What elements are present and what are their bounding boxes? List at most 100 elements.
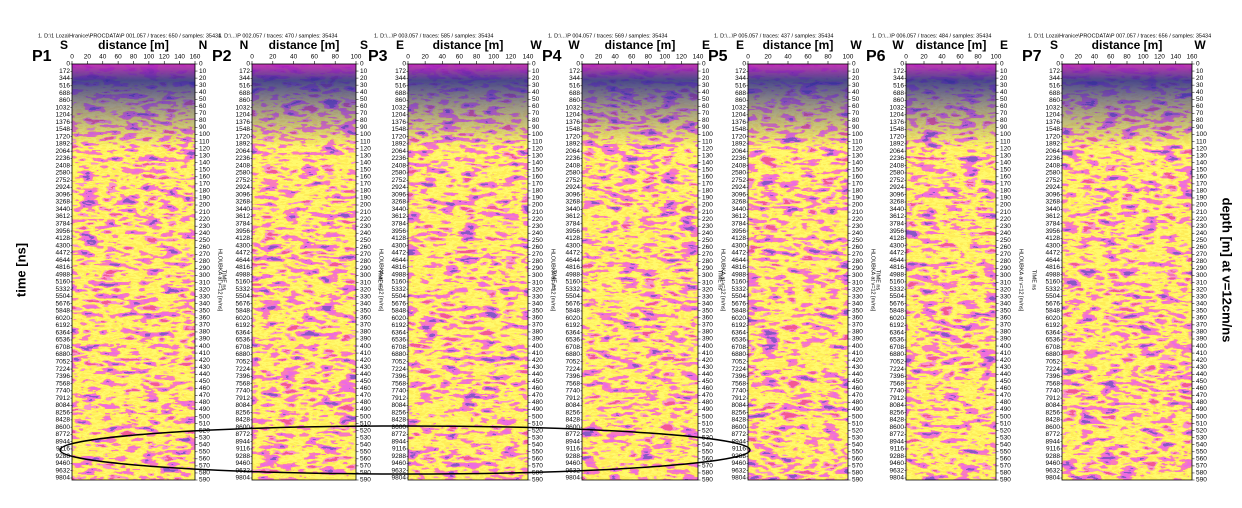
time-tick-label: 3956 [1046, 228, 1061, 235]
depth-tick-label: 320 [1196, 286, 1207, 293]
time-tick-label: 7052 [566, 359, 581, 366]
time-tick-label: 688 [59, 90, 70, 97]
time-tick-label: 2752 [56, 177, 71, 184]
depth-tick-label: 370 [702, 322, 713, 329]
x-tick-label: 140 [174, 54, 185, 61]
depth-tick-label: 190 [1196, 195, 1207, 202]
inner-time-label: TIME ns [875, 270, 881, 291]
plot-frame [407, 63, 529, 481]
time-tick-label: 4128 [890, 235, 905, 242]
depth-tick-label: 50 [1000, 96, 1008, 103]
depth-tick-label: 430 [360, 364, 371, 371]
depth-tick-label: 480 [1196, 399, 1207, 406]
depth-tick-label: 290 [1000, 265, 1011, 272]
time-tick-label: 6536 [56, 337, 71, 344]
depth-tick-label: 60 [199, 103, 207, 110]
depth-tick-label: 590 [1000, 477, 1011, 484]
highlight-ellipse [59, 425, 751, 475]
time-tick-label: 7396 [566, 373, 581, 380]
depth-tick-label: 0 [852, 61, 856, 68]
depth-tick-label: 40 [852, 89, 860, 96]
time-tick-label: 4816 [236, 264, 251, 271]
depth-tick-label: 170 [1000, 181, 1011, 188]
depth-tick-label: 250 [199, 237, 210, 244]
time-tick-label: 2924 [566, 184, 581, 191]
plot-frame [747, 63, 849, 481]
time-tick-label: 172 [735, 68, 746, 75]
time-tick-label: 3956 [732, 228, 747, 235]
depth-tick-label: 380 [1000, 329, 1011, 336]
inner-depth-label: HLOUBKA at v=12 [m/ns] [550, 249, 556, 312]
time-tick-label: 6536 [566, 337, 581, 344]
time-tick-label: 1376 [890, 119, 905, 126]
time-tick-label: 3784 [236, 221, 251, 228]
time-tick-label: 4644 [566, 257, 581, 264]
depth-tick-label: 110 [852, 138, 863, 145]
time-tick-label: 3612 [1046, 213, 1061, 220]
x-tick-label: 60 [628, 54, 636, 61]
depth-tick-label: 30 [532, 82, 540, 89]
time-tick-label: 8428 [236, 417, 251, 424]
depth-tick-label: 270 [532, 251, 543, 258]
depth-tick-label: 550 [199, 449, 210, 456]
x-tick-label: 80 [645, 54, 653, 61]
time-tick-label: 7740 [1046, 388, 1061, 395]
depth-tick-label: 190 [360, 195, 371, 202]
time-tick-label: 8256 [566, 409, 581, 416]
time-tick-label: 9460 [392, 460, 407, 467]
time-tick-label: 1548 [1046, 126, 1061, 133]
x-tick-label: 40 [1091, 54, 1099, 61]
time-tick-label: 9632 [1046, 467, 1061, 474]
time-tick-label: 3440 [56, 206, 71, 213]
time-tick-label: 2064 [236, 148, 251, 155]
time-tick-label: 2752 [890, 177, 905, 184]
time-tick-label: 0 [742, 61, 746, 68]
depth-tick-label: 170 [360, 181, 371, 188]
time-tick-label: 6536 [1046, 337, 1061, 344]
time-tick-label: 6364 [392, 329, 407, 336]
time-tick-label: 5332 [1046, 286, 1061, 293]
time-tick-label: 6020 [566, 315, 581, 322]
time-tick-label: 1032 [1046, 104, 1061, 111]
radargram-top-band [1062, 64, 1192, 480]
time-tick-label: 6364 [56, 329, 71, 336]
depth-tick-label: 100 [199, 131, 210, 138]
x-tick-label: 100 [143, 54, 154, 61]
time-tick-label: 1548 [56, 126, 71, 133]
depth-tick-label: 0 [199, 61, 203, 68]
time-tick-label: 6708 [566, 344, 581, 351]
depth-tick-label: 150 [532, 166, 543, 173]
depth-tick-label: 400 [852, 343, 863, 350]
time-tick-label: 5848 [732, 308, 747, 315]
depth-tick-label: 330 [1000, 293, 1011, 300]
time-tick-label: 3268 [236, 199, 251, 206]
depth-tick-label: 320 [702, 286, 713, 293]
time-tick-label: 5332 [566, 286, 581, 293]
time-tick-label: 3956 [236, 228, 251, 235]
time-tick-label: 3440 [566, 206, 581, 213]
time-tick-label: 6364 [566, 329, 581, 336]
depth-tick-label: 120 [1196, 145, 1207, 152]
time-tick-label: 2236 [890, 155, 905, 162]
time-tick-label: 9116 [392, 446, 406, 453]
time-tick-label: 8600 [1046, 424, 1061, 431]
depth-tick-label: 480 [1000, 399, 1011, 406]
time-tick-label: 4644 [56, 257, 71, 264]
depth-tick-label: 510 [199, 420, 210, 427]
time-tick-label: 344 [395, 75, 406, 82]
depth-tick-label: 200 [1196, 202, 1207, 209]
time-tick-label: 6020 [890, 315, 905, 322]
time-tick-label: 7568 [1046, 380, 1061, 387]
x-tick-label: 100 [843, 54, 854, 61]
x-tick-label: 60 [311, 54, 319, 61]
depth-tick-label: 50 [199, 96, 207, 103]
direction-left: S [1050, 38, 1058, 52]
depth-tick-label: 150 [360, 166, 371, 173]
depth-tick-label: 540 [199, 441, 210, 448]
time-tick-label: 8084 [236, 402, 251, 409]
time-tick-label: 8600 [566, 424, 581, 431]
time-tick-label: 2580 [392, 170, 407, 177]
depth-tick-label: 320 [1000, 286, 1011, 293]
time-tick-label: 4472 [732, 250, 747, 257]
depth-tick-label: 450 [1000, 378, 1011, 385]
